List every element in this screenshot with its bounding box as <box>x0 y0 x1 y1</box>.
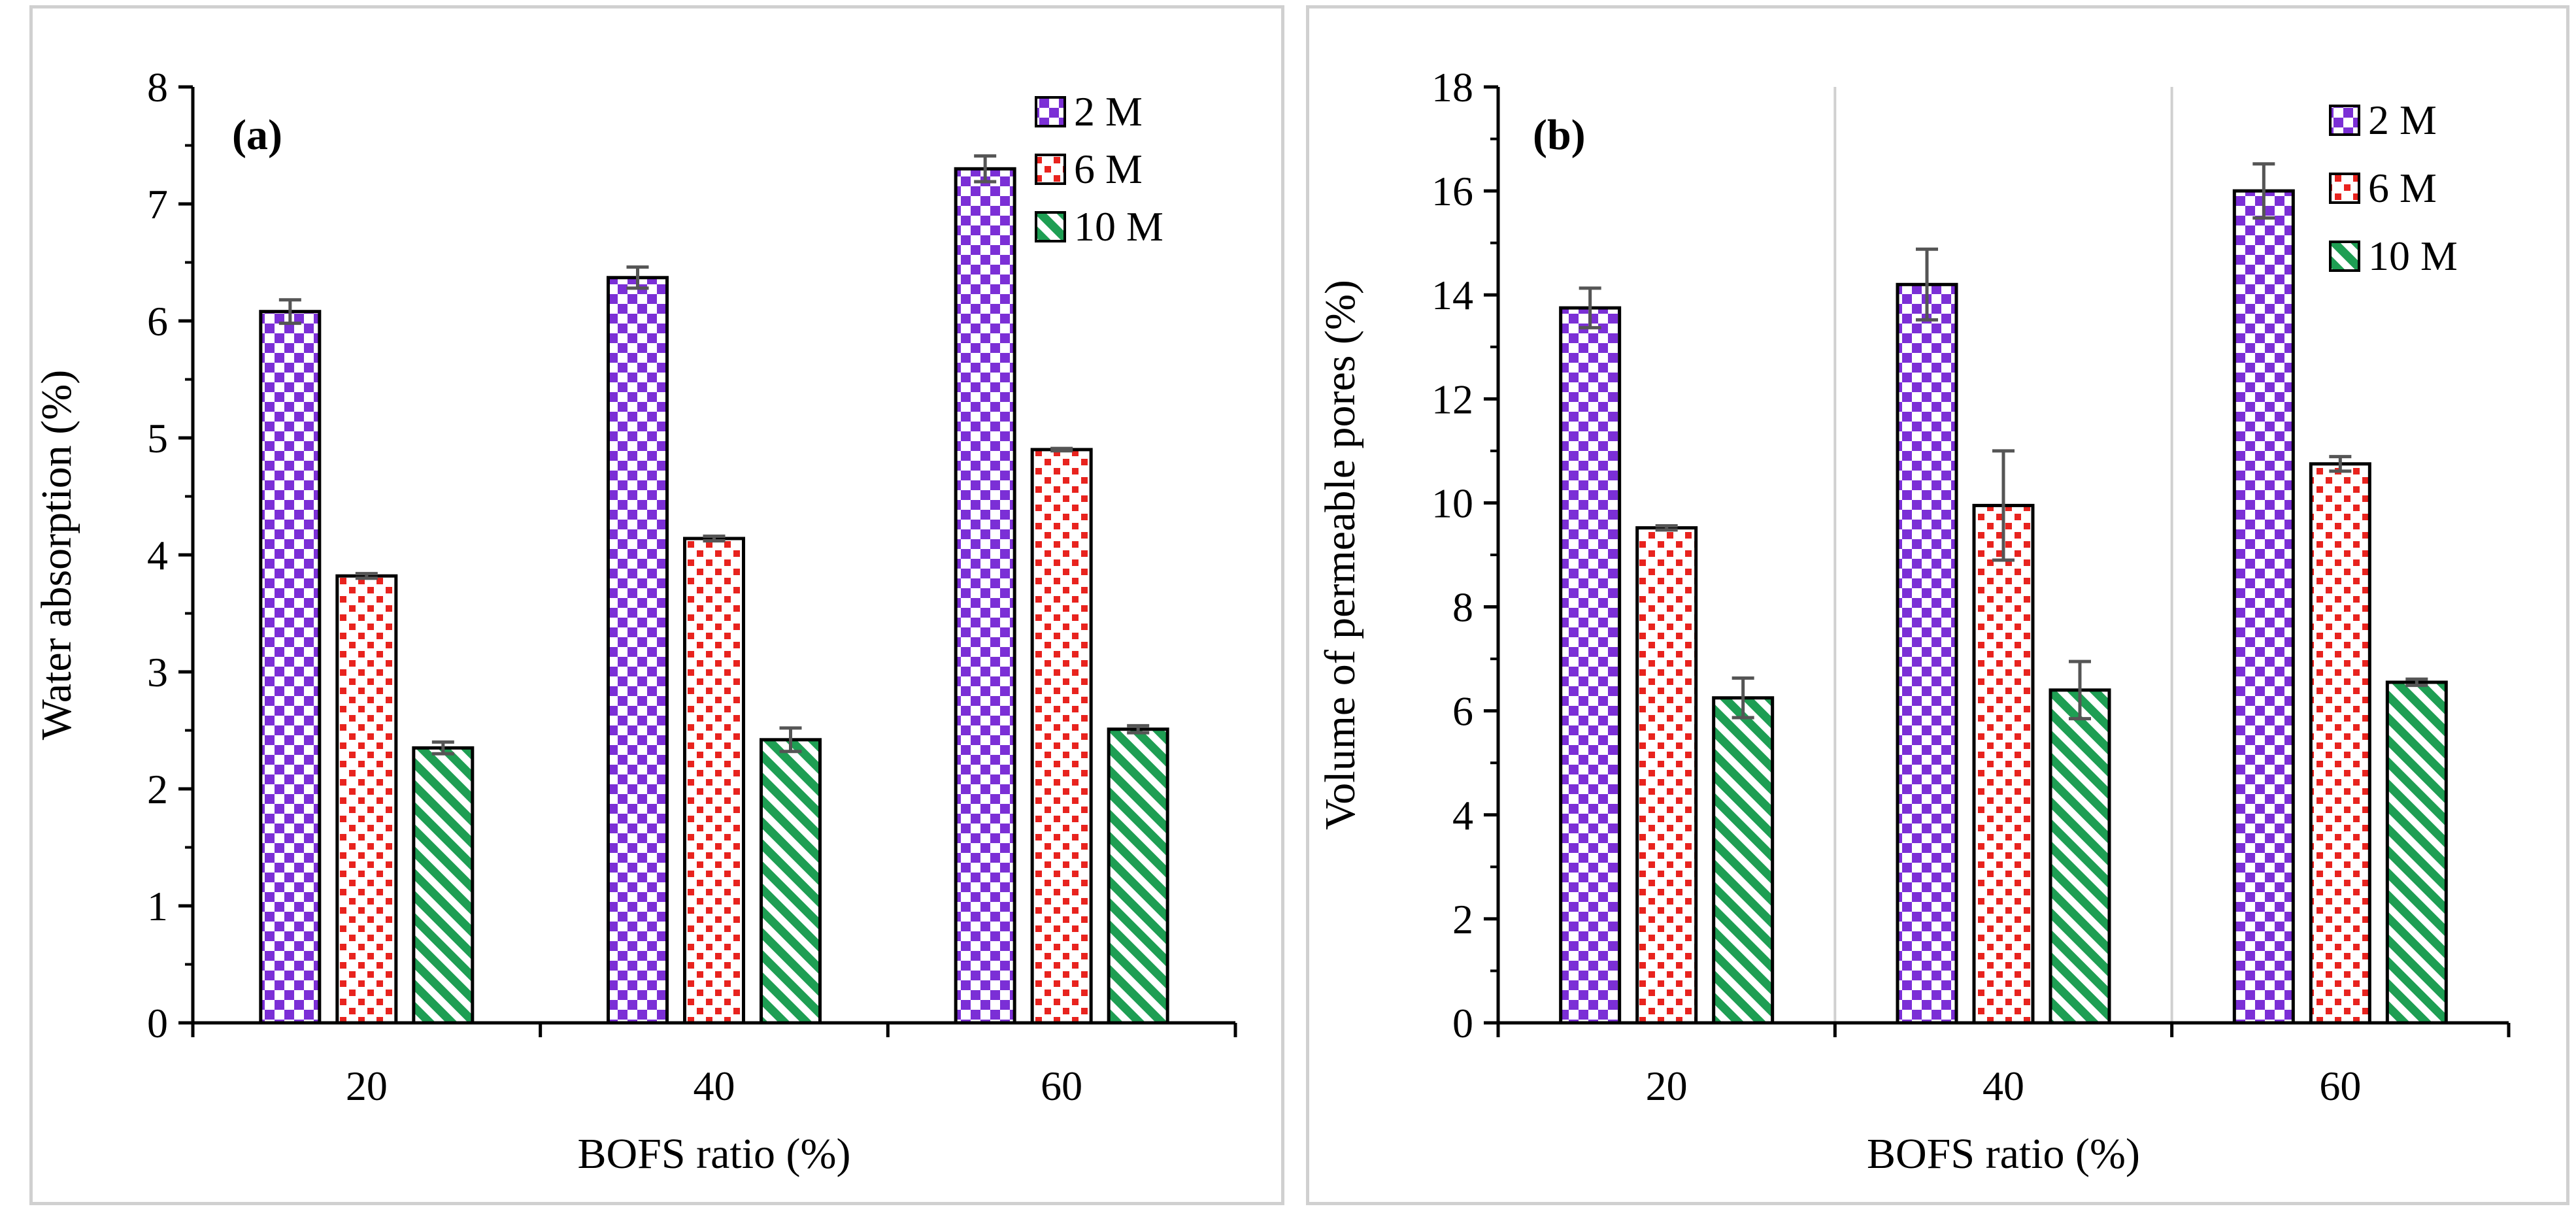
bar <box>760 738 822 1025</box>
legend-swatch <box>1035 96 1066 127</box>
y-tick-label: 2 <box>147 766 168 812</box>
legend-swatch <box>2329 241 2360 272</box>
y-tick-label: 2 <box>1452 896 1473 942</box>
bar <box>954 167 1016 1025</box>
y-tick-label: 10 <box>1431 480 1473 526</box>
bar <box>1107 727 1169 1025</box>
panel-label: (b) <box>1533 111 1586 159</box>
y-tick-label: 3 <box>147 649 168 695</box>
bar <box>1030 448 1093 1025</box>
legend-label: 2 M <box>2368 97 2437 143</box>
legend-swatch <box>1035 211 1066 242</box>
legend-label: 6 M <box>2368 165 2437 211</box>
x-axis-title: BOFS ratio (%) <box>1867 1130 2140 1178</box>
y-tick-label: 8 <box>1452 584 1473 631</box>
bar <box>683 537 745 1025</box>
bar <box>2232 189 2295 1025</box>
y-tick-label: 1 <box>147 883 168 929</box>
legend-swatch <box>1035 154 1066 185</box>
bar <box>335 574 398 1025</box>
bar <box>1972 503 2035 1025</box>
y-tick-label: 16 <box>1431 168 1473 214</box>
y-axis-title: Volume of permeable pores (%) <box>1316 280 1364 830</box>
panel-label: (a) <box>232 111 282 159</box>
bar <box>2385 680 2448 1025</box>
y-tick-label: 14 <box>1431 272 1473 318</box>
x-tick-label: 60 <box>2319 1063 2361 1109</box>
bar <box>1712 696 1775 1025</box>
bar <box>412 746 475 1025</box>
y-tick-label: 4 <box>1452 792 1473 839</box>
bar <box>2049 688 2111 1025</box>
x-tick-label: 60 <box>1041 1063 1082 1109</box>
x-tick-label: 20 <box>1646 1063 1688 1109</box>
legend-label: 2 M <box>1074 88 1143 135</box>
x-axis-title: BOFS ratio (%) <box>578 1130 851 1178</box>
x-tick-label: 20 <box>346 1063 388 1109</box>
x-tick-label: 40 <box>694 1063 735 1109</box>
y-tick-label: 8 <box>147 64 168 110</box>
legend-swatch <box>2329 173 2360 204</box>
bar <box>1559 306 1622 1025</box>
y-tick-label: 4 <box>147 532 168 578</box>
legend-label: 10 M <box>2368 233 2458 279</box>
y-tick-label: 12 <box>1431 376 1473 422</box>
y-tick-label: 6 <box>147 298 168 344</box>
legend-swatch <box>2329 105 2360 136</box>
legend-label: 6 M <box>1074 146 1143 192</box>
y-tick-label: 0 <box>147 1000 168 1046</box>
y-tick-label: 0 <box>1452 1000 1473 1046</box>
y-tick-label: 6 <box>1452 688 1473 735</box>
bar <box>259 310 322 1025</box>
bar <box>607 276 669 1025</box>
y-tick-label: 18 <box>1431 64 1473 110</box>
y-axis-title: Water absorption (%) <box>33 370 80 740</box>
y-tick-label: 5 <box>147 415 168 461</box>
chart-panel-a: 0 1 2 3 4 5 6 7 8 20 40 60 BOFS ratio (%) Water absor… <box>33 64 1237 1178</box>
bar <box>2309 462 2371 1025</box>
legend-label: 10 M <box>1074 203 1163 250</box>
chart-panel-b: 0 2 4 6 8 10 12 14 16 18 20 40 60 BOFS ratio (%) Volum… <box>1316 64 2511 1178</box>
bar <box>1896 282 1958 1025</box>
bar <box>1635 526 1698 1025</box>
x-tick-label: 40 <box>1982 1063 2024 1109</box>
y-tick-label: 7 <box>147 181 168 227</box>
